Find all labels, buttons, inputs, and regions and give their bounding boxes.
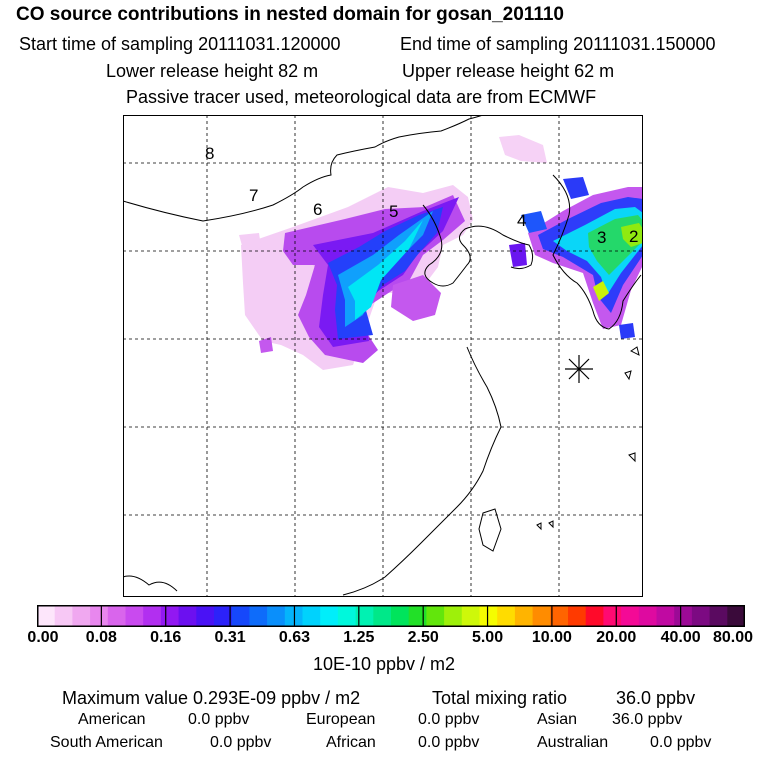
colorbar-cell [479, 605, 498, 627]
colorbar-cell [231, 605, 250, 627]
colorbar-cell [621, 605, 640, 627]
region-name: Asian [537, 711, 578, 728]
colorbar-unit: 10E-10 ppbv / m2 [312, 654, 456, 674]
trajectory-label: 8 [205, 144, 214, 163]
colorbar-tick-label: 5.00 [471, 629, 504, 646]
colorbar-cell [337, 605, 357, 627]
colorbar-cell [497, 605, 516, 627]
region-name: Australian [537, 734, 609, 751]
concentration-field [239, 135, 643, 370]
colorbar-cell [320, 605, 339, 627]
colorbar-tick-label: 20.00 [596, 629, 637, 646]
colorbar-tick-label: 0.16 [150, 629, 182, 646]
colorbar-cell [585, 605, 604, 627]
colorbar-cell [691, 605, 711, 627]
colorbar-tick-label: 0.63 [278, 629, 311, 646]
colorbar-cell [408, 605, 427, 627]
trajectory-label: 2 [629, 227, 638, 246]
end-time-label: End time of sampling 20111031.150000 [400, 34, 716, 54]
colorbar-cell [160, 605, 180, 627]
colorbar-cell [674, 605, 693, 627]
colorbar-cell [267, 605, 286, 627]
total-mixing-value: 36.0 ppbv [616, 688, 696, 708]
colorbar-cell [568, 605, 587, 627]
concentration-map: 8 7 6 5 4 3 2 [123, 115, 643, 597]
colorbar-cell [550, 605, 569, 627]
colorbar [37, 605, 745, 627]
colorbar-tick-label: 1.25 [343, 629, 375, 646]
model-note: Passive tracer used, meteorological data… [126, 87, 597, 107]
max-value-label: Maximum value 0.293E-09 ppbv / m2 [62, 688, 361, 708]
trajectory-label: 7 [249, 186, 258, 205]
trajectory-label: 6 [313, 200, 322, 219]
colorbar-cell [391, 605, 410, 627]
colorbar-tick-label: 2.50 [407, 629, 439, 646]
colorbar-cell [514, 605, 534, 627]
total-mixing-label: Total mixing ratio [432, 688, 568, 708]
colorbar-cell [37, 605, 56, 627]
region-value: 36.0 ppbv [612, 711, 683, 728]
colorbar-tick-label: 0.00 [27, 629, 59, 646]
trajectory-label: 3 [597, 228, 606, 247]
colorbar-cell [196, 605, 215, 627]
region-value: 0.0 ppbv [210, 734, 272, 751]
plot-title: CO source contributions in nested domain… [16, 4, 564, 25]
map-frame [123, 115, 643, 597]
trajectory-label: 5 [389, 202, 398, 221]
region-name: South American [50, 734, 163, 751]
lower-release-label: Lower release height 82 m [106, 61, 319, 81]
colorbar-cell [355, 605, 374, 627]
colorbar-cell [214, 605, 233, 627]
colorbar-cell [107, 605, 126, 627]
colorbar-cell [709, 605, 728, 627]
region-value: 0.0 ppbv [418, 711, 480, 728]
colorbar-cell [90, 605, 109, 627]
colorbar-tick-label: 10.00 [531, 629, 572, 646]
colorbar-cell [426, 605, 445, 627]
upper-release-label: Upper release height 62 m [402, 61, 615, 81]
colorbar-tick-label: 40.00 [660, 629, 701, 646]
graticule [123, 115, 643, 597]
colorbar-cell [603, 605, 622, 627]
colorbar-tick-label: 0.31 [214, 629, 246, 646]
colorbar-cell [373, 605, 392, 627]
colorbar-cell [178, 605, 197, 627]
colorbar-cell [461, 605, 480, 627]
colorbar-cell [54, 605, 73, 627]
colorbar-tick-label: 0.08 [85, 629, 117, 646]
colorbar-cell [72, 605, 91, 627]
region-name: European [306, 711, 376, 728]
colorbar-frame [37, 605, 745, 627]
region-name: African [326, 734, 376, 751]
colorbar-cell [302, 605, 321, 627]
region-value: 0.0 ppbv [188, 711, 250, 728]
colorbar-cell [125, 605, 144, 627]
colorbar-cell [444, 605, 463, 627]
coastlines [123, 115, 642, 596]
receptor-asterisk-icon [565, 355, 593, 383]
colorbar-cell [727, 605, 745, 627]
colorbar-cell [656, 605, 675, 627]
colorbar-cell [638, 605, 657, 627]
trajectory-label: 4 [517, 211, 526, 230]
region-value: 0.0 ppbv [650, 734, 712, 751]
colorbar-tick-label: 80.00 [712, 629, 754, 646]
colorbar-cell [143, 605, 162, 627]
region-name: American [78, 711, 146, 728]
region-value: 0.0 ppbv [418, 734, 480, 751]
start-time-label: Start time of sampling 20111031.120000 [19, 34, 341, 54]
colorbar-cell [532, 605, 551, 627]
colorbar-cell [249, 605, 268, 627]
